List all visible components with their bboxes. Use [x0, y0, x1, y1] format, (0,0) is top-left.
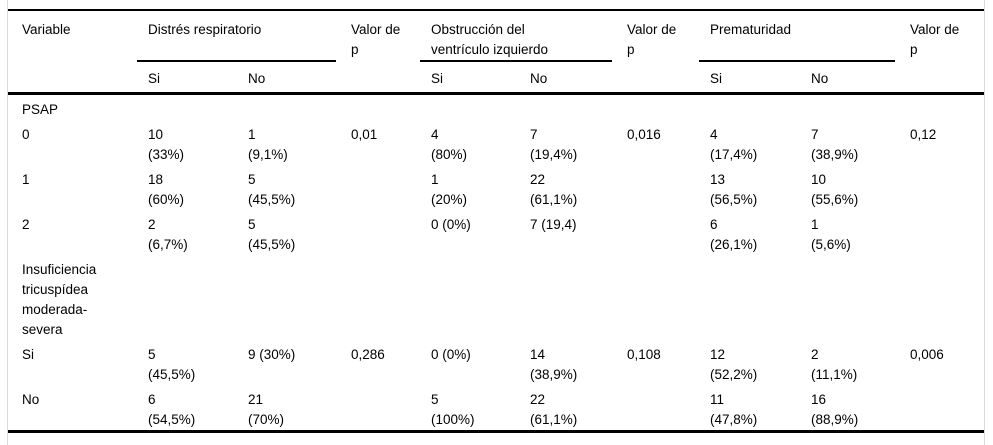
cell: 11 (47,8%)	[710, 392, 758, 427]
cell: 4 (17,4%)	[710, 127, 758, 162]
subheader-distres-si: Si	[148, 71, 161, 86]
cell	[899, 255, 984, 340]
cell: 21 (70%)	[248, 392, 285, 427]
cell	[519, 255, 616, 340]
cell: 10 (33%)	[148, 127, 185, 162]
cell	[340, 165, 420, 210]
cell: 1 (20%)	[431, 172, 468, 207]
row-label: No	[22, 392, 40, 407]
cell: 0,006	[910, 347, 944, 362]
cell: 0 (0%)	[431, 347, 471, 362]
row-label: PSAP	[8, 92, 137, 120]
cell: 6 (54,5%)	[148, 392, 196, 427]
row-label: Si	[22, 347, 35, 362]
col-header-p-value-1: Valor de p	[351, 22, 401, 57]
cell	[800, 92, 900, 120]
cell: 9 (30%)	[248, 347, 296, 362]
cell: 0,01	[351, 127, 378, 142]
table-header: Variable Distrés respiratorio Valor de p…	[8, 10, 984, 94]
cell: 5 (45,5%)	[248, 217, 296, 252]
row-label: Insuficiencia tricuspídea moderada- seve…	[22, 262, 97, 337]
cell	[137, 92, 237, 120]
table-row-insuficiencia-si: Si 5 (45,5%) 9 (30%) 0,286 0 (0%) 14 (38…	[8, 340, 984, 385]
row-label: 2	[22, 217, 30, 232]
subheader-distres-no: No	[248, 71, 266, 86]
subheader-obstruccion-si: Si	[431, 71, 444, 86]
col-header-p-value-3: Valor de p	[910, 22, 960, 57]
cell	[420, 255, 519, 340]
cell	[340, 210, 420, 255]
cell	[340, 255, 420, 340]
cell	[237, 255, 340, 340]
cell: 22 (61,1%)	[530, 172, 578, 207]
subheader-prematuridad-si: Si	[710, 71, 723, 86]
cell: 14 (38,9%)	[530, 347, 578, 382]
cell	[519, 92, 617, 120]
table-row-psap: PSAP	[8, 92, 985, 120]
subheader-prematuridad-no: No	[811, 71, 829, 86]
row-label: 1	[22, 172, 30, 187]
cell	[616, 92, 700, 120]
header-row-groups: Variable Distrés respiratorio Valor de p…	[8, 10, 984, 62]
cell	[616, 385, 699, 432]
group-header-obstruccion-ventriculo: Obstrucción del ventrículo izquierdo	[420, 10, 616, 62]
cell: 5 (100%)	[431, 392, 475, 427]
cell	[800, 255, 899, 340]
cell: 1 (5,6%)	[811, 217, 851, 252]
cell	[899, 165, 984, 210]
cell: 0 (0%)	[431, 217, 471, 232]
cell: 1 (9,1%)	[248, 127, 288, 162]
cell: 0,016	[627, 127, 661, 142]
table-row-psap-1: 1 18 (60%) 5 (45,5%) 1 (20%) 22 (61,1%) …	[8, 165, 984, 210]
cell	[699, 255, 800, 340]
cell: 7 (19,4)	[530, 217, 577, 232]
col-header-p-value-2: Valor de p	[627, 22, 677, 57]
cell	[899, 92, 985, 120]
cell: 0,108	[627, 347, 661, 362]
cell: 0,286	[351, 347, 385, 362]
cell	[137, 255, 237, 340]
cell: 10 (55,6%)	[811, 172, 859, 207]
cell: 2 (6,7%)	[148, 217, 188, 252]
cell: 5 (45,5%)	[148, 347, 196, 382]
cell	[899, 210, 984, 255]
cell: 22 (61,1%)	[530, 392, 578, 427]
cell	[340, 385, 420, 432]
cell	[699, 92, 801, 120]
table-body: PSAP 0 10 (33%) 1 (9,1%) 0,01 4 (	[8, 92, 985, 432]
group-header-distres-respiratorio: Distrés respiratorio	[137, 10, 340, 62]
group-header-prematuridad: Prematuridad	[699, 10, 899, 62]
cell: 12 (52,2%)	[710, 347, 758, 382]
table-row-psap-0: 0 10 (33%) 1 (9,1%) 0,01 4 (80%) 7 (19,4…	[8, 120, 984, 165]
table-frame: Variable Distrés respiratorio Valor de p…	[7, 0, 985, 445]
col-header-variable: Variable	[22, 22, 71, 37]
cell	[340, 92, 420, 120]
cell: 7 (38,9%)	[811, 127, 859, 162]
subheader-obstruccion-no: No	[530, 71, 548, 86]
cell: 2 (11,1%)	[811, 347, 858, 382]
cell: 6 (26,1%)	[710, 217, 758, 252]
cell: 18 (60%)	[148, 172, 185, 207]
cell	[899, 385, 984, 432]
cell	[420, 92, 519, 120]
comparison-table: Variable Distrés respiratorio Valor de p…	[8, 9, 985, 433]
table-row-insuficiencia-no: No 6 (54,5%) 21 (70%) 5 (100%) 22 (61,1%…	[8, 385, 984, 432]
cell	[616, 165, 699, 210]
table-row-psap-2: 2 2 (6,7%) 5 (45,5%) 0 (0%) 7 (19,4) 6 (…	[8, 210, 984, 255]
cell: 7 (19,4%)	[530, 127, 578, 162]
cell	[616, 210, 699, 255]
cell: 4 (80%)	[431, 127, 468, 162]
table-row-insuficiencia-tricuspidea: Insuficiencia tricuspídea moderada- seve…	[8, 255, 984, 340]
header-row-si-no: Si No Si No Si No	[8, 62, 984, 94]
cell: 5 (45,5%)	[248, 172, 296, 207]
cell	[616, 255, 699, 340]
cell: 0,12	[910, 127, 937, 142]
row-label: 0	[22, 127, 30, 142]
cell: 13 (56,5%)	[710, 172, 758, 207]
cell: 16 (88,9%)	[811, 392, 859, 427]
cell	[237, 92, 340, 120]
